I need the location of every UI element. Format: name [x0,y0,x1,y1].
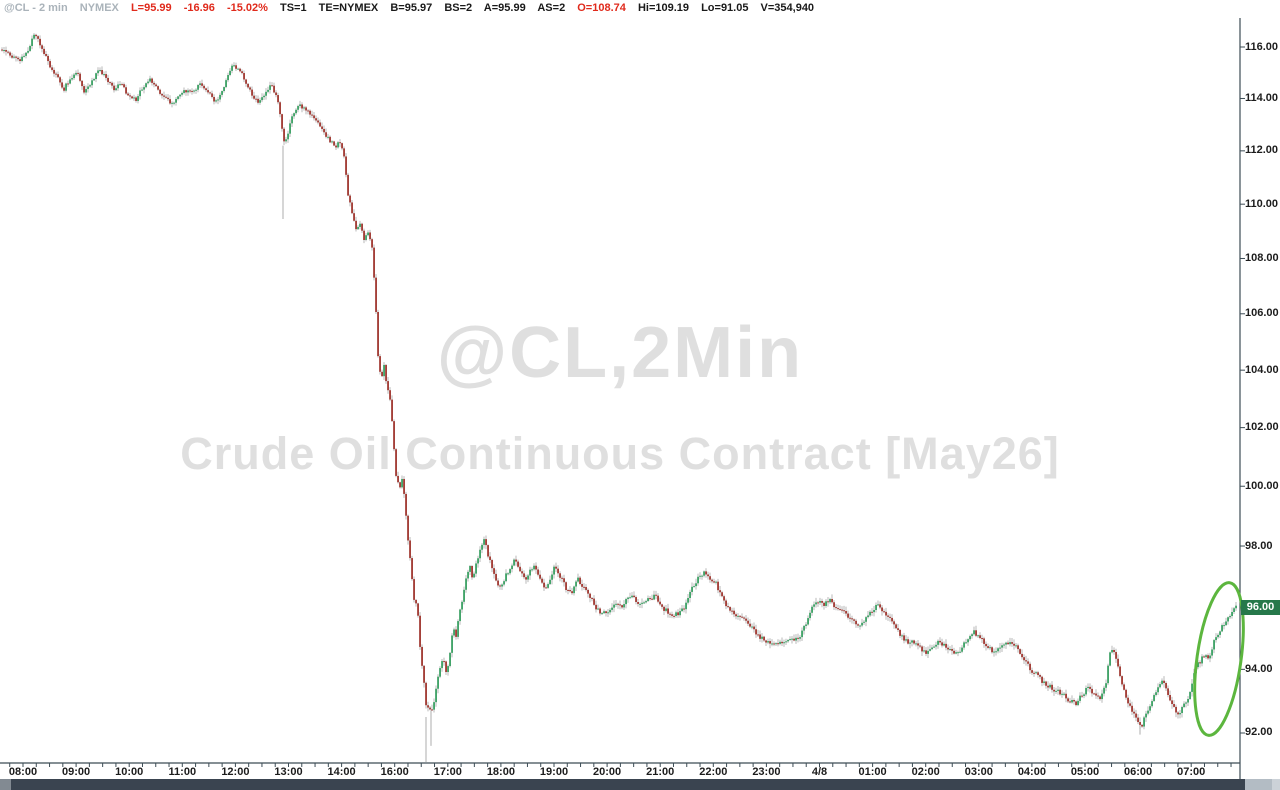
price-axis-label: 106.00 [1245,307,1279,320]
time-axis-label: 07:00 [1177,766,1206,778]
bid-field: B=95.97 [390,2,433,14]
high-field: Hi=109.19 [637,2,690,14]
time-axis-label: 01:00 [858,766,887,778]
candle-wicks [1,33,1237,762]
time-axis-label: 12:00 [221,766,250,778]
time-axis-label: 17:00 [433,766,462,778]
symbol-interval-label: @CL - 2 min [4,2,68,14]
time-axis-label: 19:00 [539,766,569,778]
price-axis-label: 114.00 [1245,91,1279,104]
last-price-field: L=95.99 [130,2,172,14]
time-axis-label: 4/8 [811,766,828,778]
ts-field: TS=1 [280,2,307,14]
price-axis-label: 104.00 [1245,363,1279,376]
time-axis-label: 04:00 [1017,766,1046,778]
price-axis-label: 100.00 [1245,479,1279,492]
time-axis-label: 16:00 [380,766,409,778]
window-resize-corner-left [0,779,11,790]
time-axis-label: 13:00 [274,766,303,778]
time-axis-label: 06:00 [1124,766,1153,778]
time-axis-label: 10:00 [115,766,144,778]
volume-field: V=354,940 [760,2,815,14]
price-axis-label: 92.00 [1245,726,1273,739]
price-axis-label: 112.00 [1245,144,1279,157]
bid-size-field: BS=2 [444,2,473,14]
open-field: O=108.74 [577,2,626,14]
percent-change-field: -15.02% [226,2,268,14]
ask-size-field: AS=2 [537,2,566,14]
price-axis-label: 102.00 [1245,421,1279,434]
axes [0,18,1245,779]
te-field: TE=NYMEX [318,2,379,14]
window-bottom-bar [0,779,1280,790]
time-axis-label: 14:00 [327,766,356,778]
time-axis-label: 03:00 [964,766,993,778]
price-axis-label: 110.00 [1245,197,1279,210]
time-axis-label: 20:00 [593,766,622,778]
time-axis-label: 08:00 [8,766,38,778]
time-axis-label: 18:00 [486,766,515,778]
ask-field: A=95.99 [483,2,526,14]
time-axis-label: 05:00 [1070,766,1100,778]
price-axis-label: 116.00 [1245,40,1279,53]
price-axis-label: 98.00 [1245,539,1273,552]
exchange-label: NYMEX [79,2,119,14]
price-axis-label: 108.00 [1245,251,1279,264]
last-price-tag: 96.00 [1241,600,1280,615]
price-axis-label: 94.00 [1245,662,1273,675]
time-axis-label: 22:00 [699,766,728,778]
time-axis-label: 21:00 [646,766,675,778]
low-field: Lo=91.05 [701,2,749,14]
candlestick-series [1,34,1237,727]
drawn-ellipse-annotation[interactable] [1186,580,1251,739]
net-change-field: -16.96 [183,2,215,14]
horizontal-scrollbar-chip[interactable] [1245,779,1272,790]
time-axis-label: 02:00 [911,766,940,778]
time-axis-label: 23:00 [752,766,781,778]
time-axis-label: 11:00 [168,766,197,778]
time-axis-label: 09:00 [62,766,91,778]
quote-status-bar: @CL - 2 min NYMEX L=95.99 -16.96 -15.02%… [4,2,823,17]
window-resize-corner-right[interactable] [1272,779,1280,790]
